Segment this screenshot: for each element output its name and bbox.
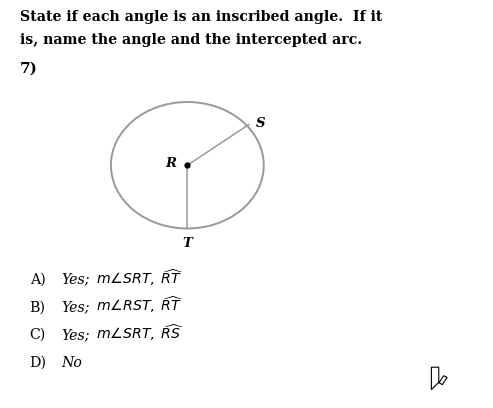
- Text: is, name the angle and the intercepted arc.: is, name the angle and the intercepted a…: [20, 33, 362, 47]
- Text: T: T: [182, 237, 192, 251]
- Text: C): C): [30, 328, 46, 342]
- Text: A): A): [30, 273, 45, 286]
- Text: B): B): [30, 300, 45, 314]
- Text: $m\angle SRT,\;\widehat{RS}$: $m\angle SRT,\;\widehat{RS}$: [96, 322, 184, 343]
- Text: State if each angle is an inscribed angle.  If it: State if each angle is an inscribed angl…: [20, 10, 382, 24]
- Text: $m\angle RST,\;\widehat{RT}$: $m\angle RST,\;\widehat{RT}$: [96, 295, 184, 315]
- Text: D): D): [30, 356, 46, 370]
- Text: R: R: [166, 157, 176, 170]
- Text: Yes;: Yes;: [62, 273, 90, 286]
- Text: 7): 7): [20, 62, 37, 76]
- Text: S: S: [255, 117, 265, 130]
- Text: Yes;: Yes;: [62, 300, 90, 314]
- Text: $m\angle SRT,\;\widehat{RT}$: $m\angle SRT,\;\widehat{RT}$: [96, 267, 184, 288]
- Text: Yes;: Yes;: [62, 328, 90, 342]
- Text: No: No: [62, 356, 82, 370]
